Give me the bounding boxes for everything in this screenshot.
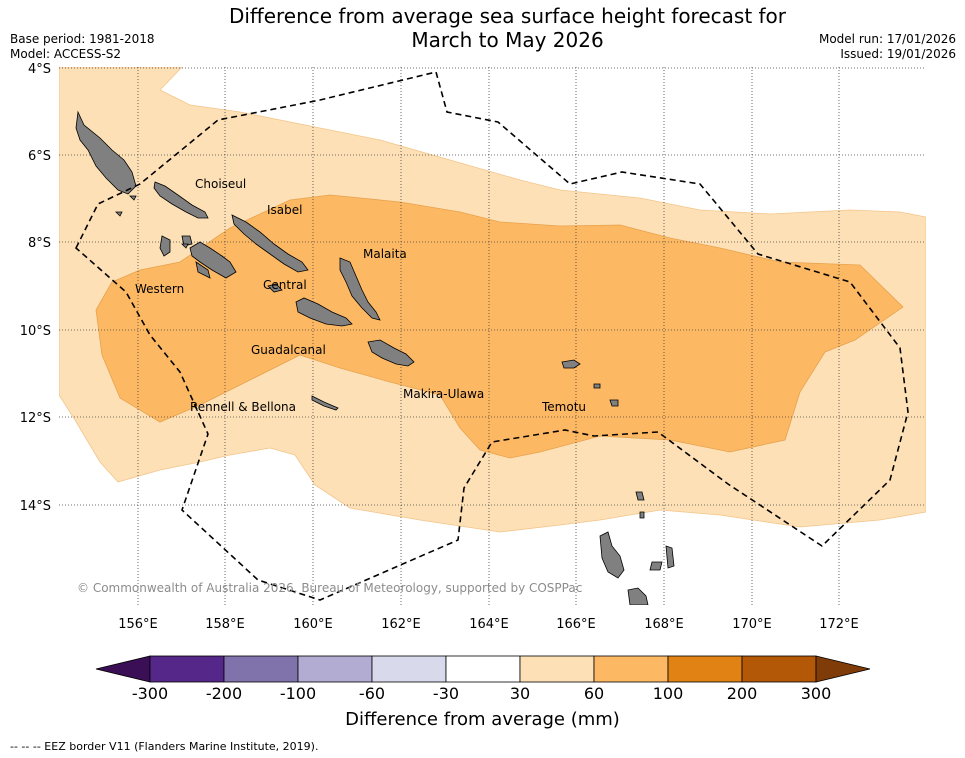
eez-legend-note: -- -- -- EEZ border V11 (Flanders Marine…	[10, 740, 319, 753]
province-malaita: Malaita	[363, 247, 407, 261]
islands	[75, 110, 675, 605]
title-line-2: March to May 2026	[411, 28, 604, 52]
meta-left: Base period: 1981-2018 Model: ACCESS-S2	[10, 32, 155, 62]
colorbar-swatch-9	[741, 655, 817, 683]
island-vanikoro	[609, 399, 619, 407]
province-choiseul: Choiseul	[195, 177, 246, 191]
lon-label-162e: 162°E	[381, 617, 421, 632]
lat-label-14s: 14°S	[20, 499, 51, 514]
island-utupua	[593, 383, 601, 389]
province-temotu: Temotu	[541, 400, 586, 414]
colorbar-swatch-3	[297, 655, 373, 683]
cb-tick-1: -300	[131, 684, 169, 703]
province-central: Central	[263, 278, 307, 292]
island-rendova	[195, 261, 211, 279]
province-rennell-bellona: Rennell & Bellona	[190, 400, 296, 414]
cb-tick-7: 60	[583, 684, 605, 703]
island-shortland	[115, 211, 123, 217]
model-name: Model: ACCESS-S2	[10, 47, 122, 61]
island-espiritu-santo	[599, 531, 625, 579]
island-rennell	[311, 395, 339, 411]
province-guadalcanal: Guadalcanal	[251, 343, 326, 357]
lat-label-8s: 8°S	[28, 236, 51, 251]
island-pentecost	[649, 561, 663, 571]
cb-tick-3: -100	[279, 684, 317, 703]
eez-border	[75, 71, 909, 601]
colorbar-swatch-2	[223, 655, 299, 683]
lon-label-164e: 164°E	[469, 617, 509, 632]
colorbar-swatch-1	[149, 655, 225, 683]
island-vella-lavella	[159, 235, 171, 257]
map-title: Difference from average sea surface heig…	[180, 4, 835, 52]
model-run: Model run: 17/01/2026	[818, 32, 956, 46]
province-labels: Choiseul Isabel Malaita Western Central …	[135, 177, 586, 414]
island-santa-isabel	[231, 214, 309, 273]
colorbar-title: Difference from average (mm)	[345, 709, 620, 730]
map-area	[59, 67, 926, 605]
island-florida	[267, 283, 283, 293]
island-malaita	[339, 257, 381, 321]
island-new-georgia	[189, 241, 237, 279]
graticule	[59, 67, 926, 605]
lon-label-172e: 172°E	[819, 617, 859, 632]
island-small-3	[129, 195, 137, 201]
island-bougainville	[75, 110, 137, 195]
lat-label-6s: 6°S	[28, 149, 51, 164]
issued-date: Issued: 19/01/2026	[840, 47, 956, 61]
island-kolombangara	[181, 235, 193, 247]
lon-label-170e: 170°E	[732, 617, 772, 632]
island-malakula	[627, 587, 649, 605]
colorbar-swatch-7	[593, 655, 669, 683]
province-western: Western	[135, 282, 184, 296]
colorbar-arrow-high	[815, 655, 871, 683]
colorbar-arrow-low	[95, 655, 151, 683]
island-guadalcanal	[295, 297, 353, 327]
cb-tick-2: -200	[205, 684, 243, 703]
meta-right: Model run: 17/01/2026 Issued: 19/01/2026	[819, 32, 956, 62]
lon-label-168e: 168°E	[644, 617, 684, 632]
cb-tick-10: 300	[800, 684, 832, 703]
island-maewo	[665, 545, 675, 569]
colorbar	[95, 655, 871, 683]
lon-axis-labels: 156°E 158°E 160°E 162°E 164°E 166°E 168°…	[118, 617, 859, 632]
island-small-north-2	[639, 511, 645, 519]
title-line-1: Difference from average sea surface heig…	[228, 4, 787, 28]
colorbar-swatch-5	[445, 655, 521, 683]
island-makira	[367, 339, 415, 367]
cb-tick-8: 100	[652, 684, 684, 703]
cb-tick-4: -60	[358, 684, 386, 703]
island-small-north	[635, 491, 645, 501]
lon-label-166e: 166°E	[556, 617, 596, 632]
colorbar-swatch-6	[519, 655, 595, 683]
copyright-notice: © Commonwealth of Australia 2026, Bureau…	[77, 581, 582, 595]
province-makira-ulawa: Makira-Ulawa	[403, 387, 484, 401]
island-santa-cruz	[561, 359, 581, 369]
colorbar-swatch-8	[667, 655, 743, 683]
lon-label-160e: 160°E	[293, 617, 333, 632]
island-small-4	[181, 243, 189, 249]
colorbar-swatch-4	[371, 655, 447, 683]
cb-tick-5: -30	[432, 684, 460, 703]
lon-label-156e: 156°E	[118, 617, 158, 632]
lat-label-4s: 4°S	[28, 62, 51, 77]
lat-label-10s: 10°S	[20, 324, 51, 339]
province-isabel: Isabel	[267, 203, 302, 217]
island-choiseul	[153, 181, 209, 219]
lat-axis-labels: 4°S 6°S 8°S 10°S 12°S 14°S	[20, 62, 51, 514]
lat-label-12s: 12°S	[20, 411, 51, 426]
cb-tick-6: 30	[509, 684, 531, 703]
base-period: Base period: 1981-2018	[10, 32, 155, 46]
lon-label-158e: 158°E	[205, 617, 245, 632]
cb-tick-9: 200	[726, 684, 758, 703]
